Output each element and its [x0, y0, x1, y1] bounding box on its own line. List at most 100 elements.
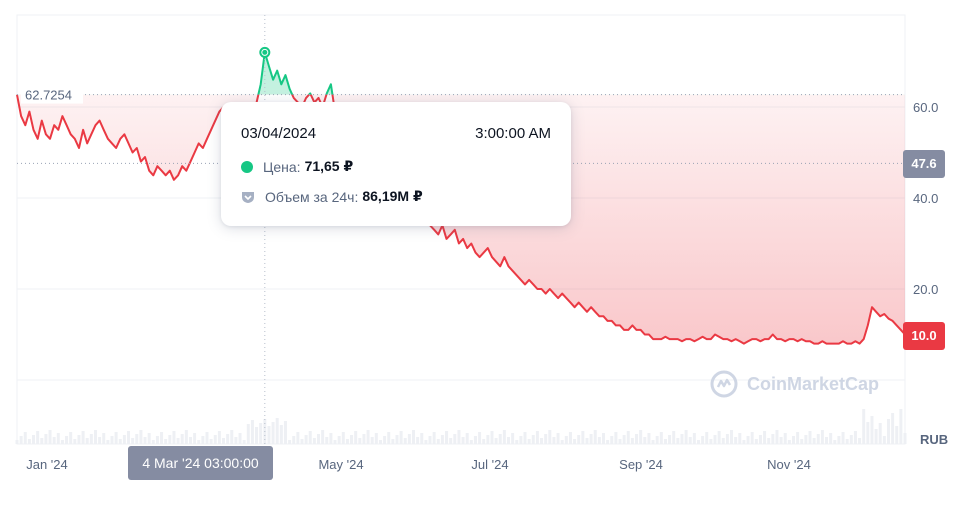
volume-bar	[436, 439, 440, 444]
price-dot-icon	[241, 160, 253, 173]
volume-bar	[465, 433, 469, 444]
volume-bar	[564, 436, 568, 444]
volume-bar	[791, 436, 795, 444]
volume-bar	[65, 436, 69, 444]
volume-bar	[387, 432, 391, 444]
volume-bar	[800, 439, 804, 444]
current-price-badge: 47.6	[903, 150, 945, 178]
volume-bar	[829, 433, 833, 444]
volume-bar	[515, 440, 519, 444]
x-tick-label: May '24	[318, 457, 363, 472]
volume-bar	[250, 420, 254, 444]
volume-bar	[60, 440, 64, 444]
volume-bar	[486, 435, 490, 444]
volume-bar	[453, 434, 457, 444]
volume-bar	[672, 431, 676, 444]
volume-bar	[886, 419, 890, 444]
y-tick-label: 20.0	[913, 282, 938, 297]
volume-bar	[758, 435, 762, 444]
volume-bar	[849, 435, 853, 444]
volume-bar	[412, 430, 416, 444]
volume-bar	[837, 436, 841, 444]
volume-bar	[217, 431, 221, 444]
volume-bar	[544, 434, 548, 444]
volume-bar	[139, 430, 143, 444]
tooltip-time: 3:00:00 AM	[475, 125, 551, 142]
volume-bar	[746, 436, 750, 444]
volume-bar	[304, 435, 308, 444]
volume-bar	[226, 434, 230, 444]
volume-bar	[209, 439, 213, 444]
volume-bar	[110, 436, 114, 444]
volume-bar	[742, 440, 746, 444]
volume-bar	[275, 418, 279, 444]
volume-bar	[98, 437, 102, 444]
volume-bar	[114, 432, 118, 444]
volume-bar	[222, 438, 226, 444]
volume-bar	[606, 440, 610, 444]
volume-bar	[193, 433, 197, 444]
volume-bar	[370, 437, 374, 444]
volume-bar	[366, 430, 370, 444]
volume-bar	[188, 437, 192, 444]
tooltip-price-value: 71,65 ₽	[304, 158, 354, 174]
volume-bar	[531, 435, 535, 444]
volume-bar	[478, 432, 482, 444]
volume-bar	[44, 434, 48, 444]
volume-bar	[23, 432, 27, 444]
volume-bar	[36, 431, 40, 444]
volume-bar	[482, 439, 486, 444]
volume-bar	[461, 437, 465, 444]
volume-bar	[325, 437, 329, 444]
volume-bar	[15, 440, 19, 444]
tooltip-volume-row: Объем за 24ч: 86,19M ₽	[241, 188, 423, 205]
volume-bar	[651, 440, 655, 444]
volume-bar	[317, 434, 321, 444]
volume-bar	[358, 438, 362, 444]
volume-bar	[127, 431, 131, 444]
y-tick-label: 60.0	[913, 100, 938, 115]
volume-bar	[845, 439, 849, 444]
volume-bar	[329, 433, 333, 444]
volume-bar	[255, 427, 259, 444]
tooltip-date: 03/04/2024	[241, 125, 317, 142]
volume-bar	[643, 437, 647, 444]
volume-bar	[589, 434, 593, 444]
hover-point-core	[262, 49, 268, 55]
volume-bar	[763, 431, 767, 444]
volume-bar	[147, 433, 151, 444]
reference-value-label: 62.7254	[25, 88, 72, 103]
volume-bar	[556, 433, 560, 444]
volume-bar	[862, 409, 866, 444]
volume-bar	[271, 422, 275, 444]
volume-bar	[738, 433, 742, 444]
x-tick-label: Nov '24	[767, 457, 811, 472]
volume-bar	[424, 440, 428, 444]
volume-bar	[151, 440, 155, 444]
volume-bar	[882, 436, 886, 444]
volume-bar	[395, 435, 399, 444]
volume-bar	[581, 431, 585, 444]
volume-bar	[378, 440, 382, 444]
price-line-down	[16, 94, 906, 345]
last-price-badge: 10.0	[903, 322, 945, 350]
volume-bar	[511, 433, 515, 444]
x-tick-label: Jan '24	[26, 457, 68, 472]
volume-bar	[626, 431, 630, 444]
volume-bar	[552, 437, 556, 444]
volume-bar	[69, 432, 73, 444]
volume-bar	[48, 430, 52, 444]
volume-bar	[548, 430, 552, 444]
volume-bar	[709, 439, 713, 444]
volume-bar	[106, 440, 110, 444]
volume-bar	[213, 435, 217, 444]
volume-bar	[614, 432, 618, 444]
currency-label: RUB	[920, 432, 948, 447]
tooltip-volume-value: 86,19M ₽	[362, 188, 423, 204]
volume-bar	[184, 430, 188, 444]
volume-bar	[267, 426, 271, 444]
volume-bar	[440, 435, 444, 444]
volume-bar	[527, 439, 531, 444]
